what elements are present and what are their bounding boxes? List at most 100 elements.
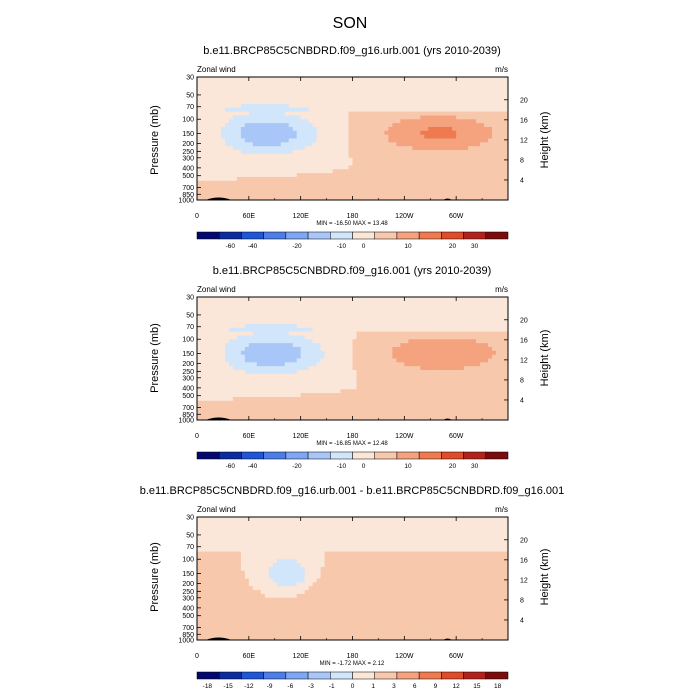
field-cell: [292, 80, 298, 86]
field-cell: [197, 196, 202, 201]
field-cell: [388, 142, 393, 147]
field-cell: [240, 184, 246, 189]
field-cell: [197, 161, 202, 166]
field-cell: [324, 130, 329, 136]
field-cell: [424, 323, 429, 329]
field-cell: [368, 150, 373, 155]
field-cell: [232, 312, 238, 317]
field-cell: [420, 134, 425, 139]
field-cell: [420, 146, 425, 151]
field-cell: [240, 400, 246, 406]
field-cell: [208, 393, 214, 398]
field-cell: [348, 308, 353, 313]
field-cell: [444, 165, 449, 170]
field-cell: [356, 142, 361, 147]
field-cell: [404, 404, 409, 409]
field-cell: [208, 366, 214, 371]
field-cell: [432, 126, 437, 132]
colorbar-box: [307, 231, 331, 240]
field-cell: [392, 119, 397, 124]
field-cell: [468, 366, 473, 371]
field-cell: [280, 343, 286, 348]
field-cell: [416, 138, 421, 143]
field-cell: [332, 297, 337, 302]
field-cell: [352, 103, 357, 109]
field-cell: [460, 362, 465, 367]
field-cell: [448, 77, 453, 82]
field-cell: [448, 165, 453, 170]
field-cell: [504, 115, 509, 120]
field-cell: [372, 138, 377, 143]
field-cell: [416, 96, 421, 101]
field-cell: [488, 88, 493, 93]
field-cell: [316, 150, 322, 155]
field-cell: [308, 123, 314, 128]
field-cell: [484, 134, 489, 139]
field-cell: [332, 346, 337, 352]
field-cell: [400, 312, 405, 317]
field-cell: [484, 297, 489, 302]
field-cell: [244, 184, 250, 189]
field-cell: [268, 161, 274, 166]
field-cell: [484, 312, 489, 317]
field-cell: [364, 389, 369, 394]
field-cell: [284, 184, 290, 189]
field-cell: [440, 335, 445, 340]
field-cell: [488, 300, 493, 306]
field-cell: [388, 107, 393, 112]
field-cell: [436, 343, 441, 348]
field-cell: [268, 354, 274, 359]
field-cell: [440, 126, 445, 132]
field-cell: [464, 339, 469, 344]
field-cell: [456, 130, 461, 136]
field-cell: [228, 320, 234, 325]
field-cell: [428, 331, 433, 336]
field-cell: [288, 169, 294, 174]
field-cell: [312, 373, 318, 379]
field-cell: [252, 84, 258, 89]
field-cell: [388, 169, 393, 174]
field-cell: [197, 331, 202, 336]
field-cell: [300, 188, 306, 193]
field-cell: [336, 297, 341, 302]
field-cell: [344, 100, 349, 105]
field-cell: [248, 358, 254, 363]
field-cell: [244, 146, 250, 151]
field-cell: [268, 346, 274, 352]
field-cell: [212, 312, 218, 317]
field-cell: [260, 134, 266, 139]
field-cell: [416, 142, 421, 147]
field-cell: [424, 304, 429, 309]
field-cell: [416, 404, 421, 409]
field-cell: [248, 142, 254, 147]
field-cell: [228, 77, 234, 82]
field-cell: [220, 350, 226, 356]
field-cell: [496, 146, 501, 151]
field-cell: [324, 389, 329, 394]
field-cell: [484, 304, 489, 309]
field-cell: [464, 404, 469, 409]
field-cell: [348, 335, 353, 340]
field-cell: [200, 343, 206, 348]
y-tick-label: 200: [182, 141, 194, 148]
field-cell: [248, 176, 254, 182]
field-cell: [197, 88, 202, 93]
field-cell: [364, 381, 369, 386]
field-cell: [336, 130, 341, 136]
field-cell: [444, 103, 449, 109]
field-cell: [304, 385, 310, 390]
field-cell: [356, 188, 361, 193]
field-cell: [372, 96, 377, 101]
field-cell: [360, 370, 365, 375]
field-cell: [496, 389, 501, 394]
field-cell: [200, 377, 206, 382]
field-cell: [468, 126, 473, 132]
field-cell: [328, 304, 333, 309]
field-cell: [480, 165, 485, 170]
field-cell: [492, 389, 497, 394]
field-cell: [308, 192, 314, 197]
field-cell: [388, 188, 393, 193]
field-cell: [504, 126, 509, 132]
field-cell: [400, 119, 405, 124]
field-cell: [356, 157, 361, 162]
